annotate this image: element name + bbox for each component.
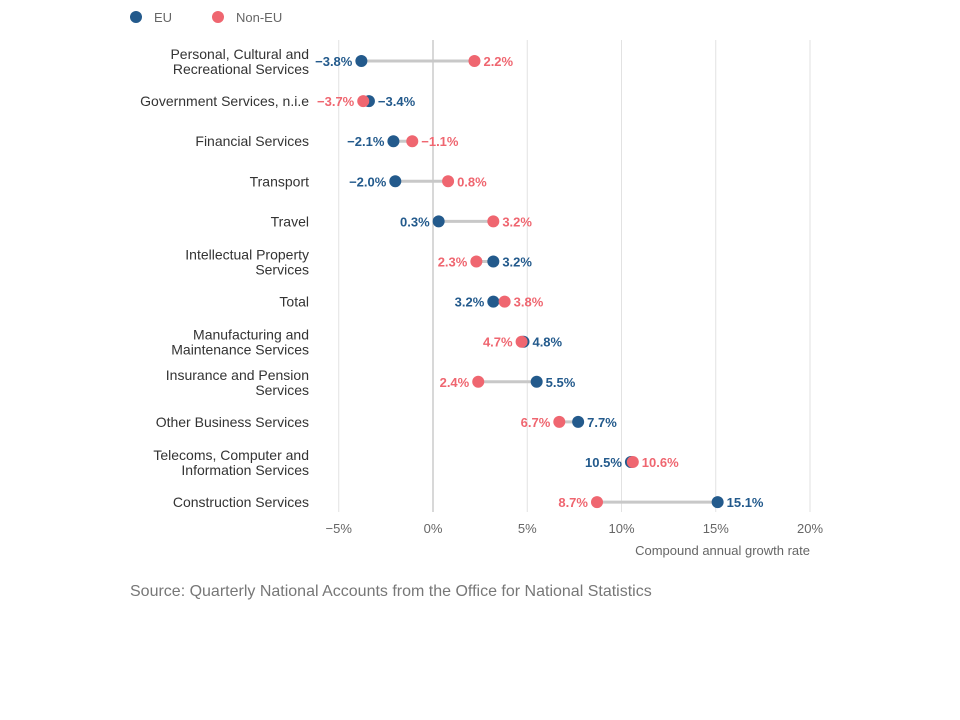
source-note: Source: Quarterly National Accounts from… — [130, 583, 652, 600]
category-label-line: Telecoms, Computer and — [153, 447, 309, 463]
non-eu-value-label: 10.6% — [642, 455, 679, 470]
category-labels: Personal, Cultural and Recreational Servi… — [140, 46, 309, 510]
category-label: Intellectual Property Services — [185, 247, 309, 278]
eu-value-label: −2.1% — [347, 134, 385, 149]
non-eu-point — [357, 95, 370, 108]
non-eu-point — [472, 375, 485, 388]
eu-point — [711, 496, 724, 509]
non-eu-value-label: 0.8% — [457, 174, 487, 189]
category-label-line: Insurance and Pension — [166, 367, 309, 383]
legend-marker — [130, 11, 142, 23]
eu-point — [487, 295, 500, 308]
x-tick-label: 20% — [797, 521, 823, 536]
non-eu-point — [468, 55, 481, 67]
eu-value-label: 3.2% — [502, 255, 532, 270]
eu-point — [530, 375, 543, 388]
eu-value-label: 0.3% — [400, 214, 430, 229]
non-eu-point — [498, 295, 511, 308]
x-tick-label: 5% — [518, 521, 537, 536]
eu-value-label: −2.0% — [349, 174, 387, 189]
x-tick-label: 15% — [703, 521, 729, 536]
x-tick-label: 10% — [608, 521, 634, 536]
legend: EU Non-EU — [130, 10, 282, 25]
non-eu-value-label: 2.4% — [440, 375, 470, 390]
legend-label: Non-EU — [236, 10, 282, 25]
non-eu-value-label: 8.7% — [558, 495, 588, 510]
non-eu-point — [626, 456, 639, 468]
eu-value-label: −3.8% — [315, 54, 353, 69]
category-label: Travel — [271, 213, 309, 229]
category-label: Total — [279, 294, 309, 310]
eu-value-label: 3.2% — [455, 295, 485, 310]
eu-value-label: 4.8% — [532, 335, 562, 350]
non-eu-value-label: 3.8% — [514, 295, 544, 310]
non-eu-point — [470, 255, 483, 268]
category-label: Financial Services — [195, 133, 309, 149]
category-label-line: Information Services — [181, 462, 309, 478]
non-eu-point — [487, 215, 500, 228]
non-eu-point — [442, 175, 455, 188]
category-label-line: Intellectual Property — [185, 247, 309, 263]
category-label: Other Business Services — [156, 414, 309, 430]
non-eu-value-label: 6.7% — [521, 415, 551, 430]
eu-point — [389, 175, 402, 188]
eu-point — [487, 255, 500, 268]
non-eu-point — [515, 335, 528, 348]
non-eu-point — [553, 415, 566, 428]
non-eu-value-label: 4.7% — [483, 335, 513, 350]
eu-value-label: 15.1% — [727, 495, 764, 510]
x-axis-title: Compound annual growth rate — [635, 543, 810, 558]
category-label: Construction Services — [173, 494, 309, 510]
eu-value-label: 7.7% — [587, 415, 617, 430]
eu-value-label: 5.5% — [546, 375, 576, 390]
category-label: Government Services, n.i.e — [140, 93, 309, 109]
category-label-line: Services — [255, 262, 309, 278]
category-label: Transport — [250, 173, 310, 189]
x-tick-label: −5% — [326, 521, 353, 536]
category-label: Personal, Cultural and Recreational Servi… — [170, 46, 309, 77]
non-eu-value-label: −1.1% — [421, 134, 459, 149]
eu-value-label: −3.4% — [378, 94, 416, 109]
legend-label: EU — [154, 10, 172, 25]
eu-point — [432, 215, 445, 228]
eu-point — [387, 135, 400, 148]
eu-value-label: 10.5% — [585, 455, 622, 470]
x-axis: −5% 0% 5% 10% 15% 20% Compound annual growth r… — [326, 521, 824, 558]
category-label-line: Services — [255, 382, 309, 398]
category-label: Manufacturing and Maintenance Services — [171, 327, 309, 358]
category-label-line: Manufacturing and — [193, 327, 309, 343]
non-eu-point — [406, 135, 419, 148]
non-eu-point — [590, 496, 603, 509]
data-marks: −3.8% 2.2% −3.4% −3.7% −2.1% −1.1% −2.0% 0.8% 0.… — [315, 54, 764, 510]
category-label: Telecoms, Computer and Information Servic… — [153, 447, 309, 478]
category-label-line: Personal, Cultural and — [170, 46, 309, 62]
legend-marker — [212, 11, 224, 23]
category-label-line: Maintenance Services — [171, 342, 309, 358]
gridlines — [338, 40, 811, 512]
non-eu-value-label: 2.2% — [483, 54, 513, 69]
eu-point — [572, 415, 585, 428]
non-eu-value-label: −3.7% — [317, 94, 355, 109]
non-eu-value-label: 2.3% — [438, 255, 468, 270]
x-tick-label: 0% — [424, 521, 443, 536]
category-label-line: Recreational Services — [173, 61, 309, 77]
non-eu-value-label: 3.2% — [502, 214, 532, 229]
eu-point — [355, 55, 368, 67]
category-label: Insurance and Pension Services — [166, 367, 309, 398]
